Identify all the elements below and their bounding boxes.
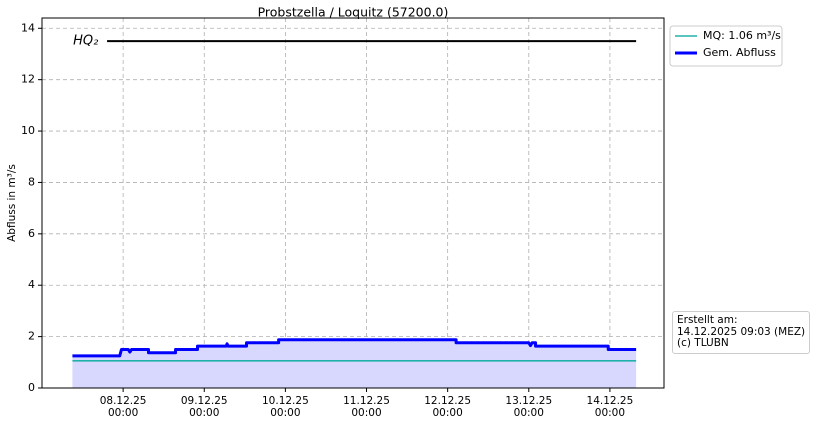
y-axis-label: Abfluss in m³/s	[6, 164, 18, 242]
x-tick-label: 08.12.25 00:00	[99, 395, 147, 419]
y-tick-label: 14	[21, 21, 35, 34]
x-tick-label: 11.12.25 00:00	[343, 395, 390, 419]
x-tick-label: 12.12.25 00:00	[424, 395, 472, 419]
y-tick-label: 10	[21, 124, 35, 137]
legend-box	[669, 25, 783, 67]
area	[72, 339, 637, 388]
plot-frame	[41, 17, 665, 389]
note-box: Erstellt am: 14.12.2025 09:03 (MEZ) (c) TL…	[672, 311, 811, 354]
x-tick-label: 10.12.25 00:00	[262, 395, 309, 419]
x-tick-label: 09.12.25 00:00	[180, 395, 228, 419]
y-tick-label: 4	[28, 278, 35, 291]
chart-title: Probstzella / Loquitz (57200.0)	[258, 5, 449, 20]
y-tick-label: 2	[28, 330, 35, 343]
x-tick-label: 13.12.25 00:00	[505, 395, 553, 419]
reference-label: HQ₂	[73, 34, 98, 49]
y-tick-label: 8	[28, 175, 35, 188]
note-line: Erstellt am:	[677, 314, 738, 326]
y-tick-label: 0	[28, 381, 35, 394]
note-line: 14.12.2025 09:03 (MEZ)	[677, 325, 806, 338]
legend-label: Gem. Abfluss	[703, 46, 776, 59]
x-tick-label: 14.12.25 00:00	[586, 395, 634, 419]
series-line	[72, 338, 637, 358]
legend-label: MQ: 1.06 m³/s	[703, 29, 781, 42]
y-tick-label: 6	[28, 227, 35, 240]
y-tick-label: 12	[21, 73, 35, 86]
note-line: (c) TLUBN	[677, 337, 729, 349]
